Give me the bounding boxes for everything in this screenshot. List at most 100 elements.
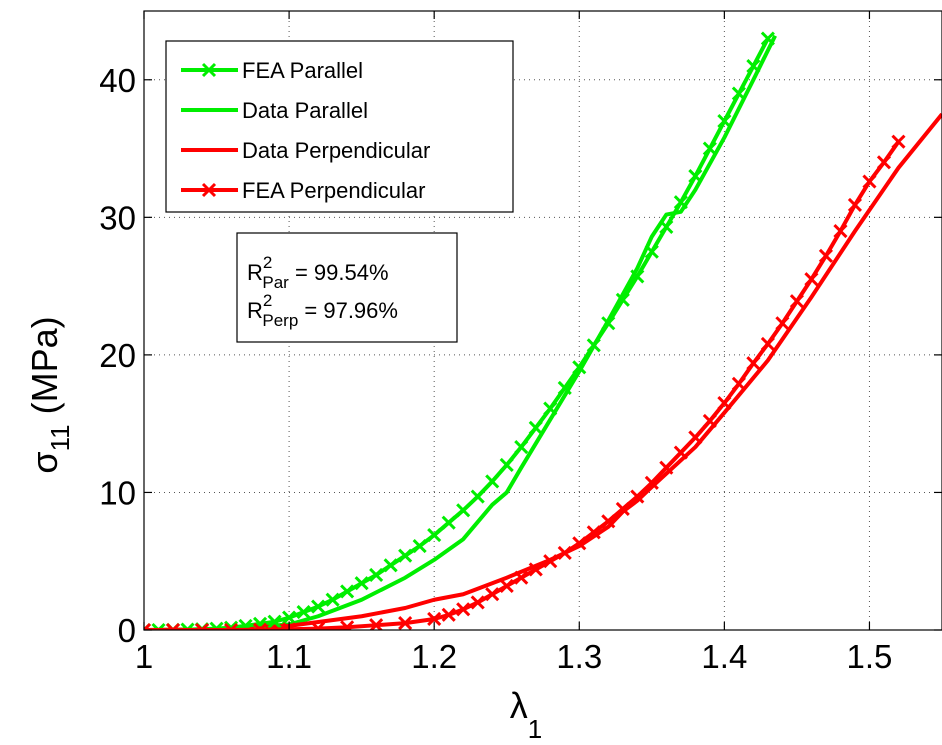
series-point-fea-perpendicular bbox=[717, 395, 732, 411]
series-point-fea-perpendicular bbox=[673, 445, 688, 460]
series-point-fea-perpendicular bbox=[760, 336, 775, 351]
series-point-fea-parallel bbox=[427, 528, 442, 543]
legend: FEA Parallel Data Parallel Data Perpendicu… bbox=[165, 40, 514, 213]
x-tick-label: 1.5 bbox=[847, 638, 893, 675]
series-point-fea-perpendicular bbox=[789, 294, 804, 309]
y-axis-label-unit: (MPa) bbox=[24, 316, 65, 424]
series-point-fea-parallel bbox=[543, 401, 558, 416]
series-point-fea-perpendicular bbox=[223, 622, 239, 630]
series-point-fea-perpendicular bbox=[601, 514, 616, 529]
series-point-fea-perpendicular bbox=[833, 224, 848, 239]
y-tick-label: 20 bbox=[99, 337, 136, 374]
series-point-fea-parallel bbox=[702, 141, 717, 156]
series-point-fea-perpendicular bbox=[862, 174, 877, 189]
series-point-fea-perpendicular bbox=[775, 316, 790, 331]
series-point-fea-perpendicular bbox=[557, 545, 572, 561]
y-axis-label-subscript: 11 bbox=[45, 424, 75, 451]
annotation-line-perp: R2 Perp = 97.96% bbox=[247, 291, 398, 330]
legend-marker bbox=[201, 182, 217, 198]
series-point-fea-parallel bbox=[412, 539, 427, 554]
x-axis-label-subscript: 1 bbox=[528, 714, 542, 744]
y-tick-label: 0 bbox=[118, 612, 136, 649]
series-point-fea-parallel bbox=[615, 292, 630, 307]
series-point-fea-perpendicular bbox=[499, 578, 514, 594]
legend-item-data-parallel: Data Parallel bbox=[181, 98, 368, 123]
series-point-fea-perpendicular bbox=[572, 536, 587, 551]
series-point-fea-parallel bbox=[267, 614, 282, 629]
series-point-fea-perpendicular bbox=[847, 197, 863, 213]
axis-ticks: 1 1.1 1.2 1.3 1.4 1.5 0 10 20 30 40 bbox=[99, 11, 942, 675]
series-point-fea-perpendicular bbox=[194, 622, 210, 630]
x-axis-label: λ1 bbox=[510, 685, 542, 744]
series-point-fea-perpendicular bbox=[485, 587, 500, 602]
series-point-fea-perpendicular bbox=[398, 616, 413, 630]
series-point-fea-perpendicular bbox=[891, 134, 906, 149]
series-point-fea-parallel bbox=[369, 567, 384, 583]
series-point-fea-parallel bbox=[746, 58, 761, 74]
series-point-fea-parallel bbox=[514, 439, 529, 455]
x-tick-label: 1.3 bbox=[556, 638, 602, 675]
series-point-fea-parallel bbox=[441, 515, 456, 530]
series-point-fea-perpendicular bbox=[644, 475, 659, 490]
series-point-fea-perpendicular bbox=[543, 554, 558, 569]
series-point-fea-parallel bbox=[499, 457, 514, 472]
series-point-fea-parallel bbox=[557, 380, 572, 395]
series-point-fea-perpendicular bbox=[818, 248, 833, 263]
legend-marker bbox=[201, 62, 217, 78]
annotation-line-par: R2 Par = 99.54% bbox=[247, 253, 389, 292]
series-line-fea-perpendicular bbox=[144, 140, 901, 630]
series-point-fea-perpendicular bbox=[688, 430, 703, 445]
axes-box bbox=[143, 10, 942, 631]
series-point-fea-perpendicular bbox=[876, 155, 892, 170]
x-tick-label: 1 bbox=[135, 638, 153, 675]
y-axis-label: σ11 (MPa) bbox=[24, 316, 75, 473]
series-point-fea-parallel bbox=[673, 195, 688, 210]
series-point-fea-parallel bbox=[601, 316, 616, 331]
x-axis-label-symbol: λ bbox=[510, 685, 528, 726]
legend-label: FEA Parallel bbox=[242, 58, 363, 83]
series-point-fea-perpendicular bbox=[804, 272, 819, 287]
r-squared-annotation: R2 Par = 99.54% R2 Perp = 97.96% bbox=[236, 232, 458, 343]
series-point-fea-parallel bbox=[456, 503, 471, 518]
series-point-fea-parallel bbox=[717, 113, 732, 129]
series-point-fea-perpendicular bbox=[456, 602, 471, 617]
x-tick-label: 1.2 bbox=[411, 638, 457, 675]
series-point-fea-perpendicular bbox=[441, 607, 456, 622]
series-point-fea-perpendicular bbox=[311, 621, 326, 630]
series-point-fea-parallel bbox=[340, 584, 355, 599]
series-point-fea-parallel bbox=[644, 244, 659, 259]
series-point-fea-parallel bbox=[383, 558, 398, 573]
series-point-fea-perpendicular bbox=[746, 356, 761, 371]
series-point-fea-perpendicular bbox=[702, 413, 717, 428]
series-point-fea-parallel bbox=[296, 605, 311, 620]
series-point-fea-perpendicular bbox=[470, 595, 485, 610]
series-point-fea-perpendicular bbox=[165, 622, 181, 630]
series-point-fea-parallel bbox=[688, 169, 703, 184]
series-point-fea-parallel bbox=[398, 548, 413, 563]
series-point-fea-parallel bbox=[659, 219, 674, 235]
legend-item-fea-perpendicular: FEA Perpendicular bbox=[181, 178, 425, 203]
series-point-fea-parallel bbox=[760, 31, 775, 46]
series-point-fea-parallel bbox=[485, 474, 500, 489]
legend-item-data-perpendicular: Data Perpendicular bbox=[181, 138, 430, 163]
legend-label: FEA Perpendicular bbox=[242, 178, 425, 203]
series-point-fea-perpendicular bbox=[340, 620, 355, 630]
x-tick-label: 1.4 bbox=[701, 638, 747, 675]
y-tick-label: 40 bbox=[99, 62, 136, 99]
series-point-fea-perpendicular bbox=[659, 460, 674, 475]
series-point-fea-perpendicular bbox=[528, 562, 543, 577]
series-point-fea-perpendicular bbox=[615, 501, 630, 517]
series-point-fea-parallel bbox=[731, 86, 746, 101]
series-point-fea-parallel bbox=[311, 599, 326, 614]
series-point-fea-parallel bbox=[572, 360, 587, 375]
series-point-fea-parallel bbox=[470, 489, 485, 504]
series-point-fea-perpendicular bbox=[144, 622, 152, 630]
legend-label: Data Perpendicular bbox=[242, 138, 430, 163]
y-tick-label: 10 bbox=[99, 474, 136, 511]
series-point-fea-perpendicular bbox=[731, 376, 746, 391]
series-line-data-perpendicular bbox=[144, 112, 942, 630]
series-line-data-parallel bbox=[144, 34, 777, 630]
x-tick-label: 1.1 bbox=[266, 638, 312, 675]
series-point-fea-parallel bbox=[282, 610, 297, 625]
